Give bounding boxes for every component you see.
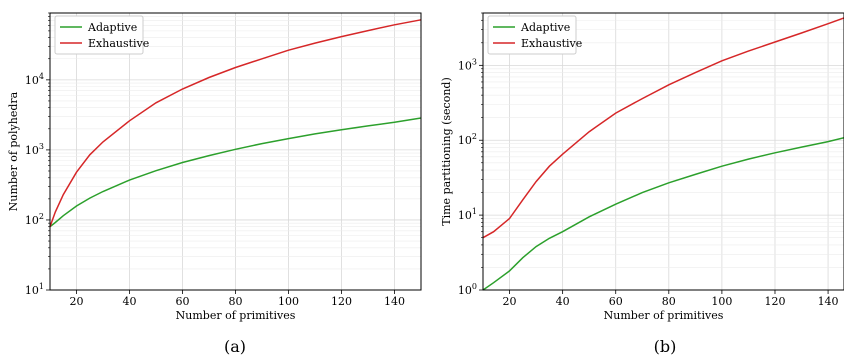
x-tick-label: 20 [70,295,84,308]
x-tick-label: 140 [818,295,839,308]
y-tick-label: 103 [458,57,477,72]
y-tick-label: 100 [458,282,477,297]
legend-label-exhaustive: Exhaustive [88,37,149,50]
x-axis-ticks: 20 40 60 80 100 120 140 [503,290,839,308]
x-tick-label: 140 [384,295,405,308]
x-axis-label: Number of primitives [176,309,296,322]
x-tick-label: 40 [556,295,570,308]
x-tick-label: 120 [331,295,352,308]
y-tick-label: 103 [25,142,44,157]
legend: Adaptive Exhaustive [55,16,149,54]
x-tick-label: 80 [662,295,676,308]
series-line-adaptive [483,138,844,290]
subfigure-caption-a: (a) [224,337,246,356]
x-tick-label: 40 [123,295,137,308]
legend-label-exhaustive: Exhaustive [521,37,582,50]
legend-label-adaptive: Adaptive [87,21,137,34]
y-axis-label: Time partitioning (second) [440,77,453,226]
y-tick-label: 101 [458,207,477,222]
x-tick-label: 100 [278,295,299,308]
plot-frame [483,13,844,290]
legend-label-adaptive: Adaptive [520,21,570,34]
y-axis-label: Number of polyhedra [7,91,20,211]
x-tick-label: 100 [711,295,732,308]
y-tick-label: 101 [25,282,44,297]
y-axis-ticks: 100 101 102 103 [458,13,483,297]
x-axis-ticks: 20 40 60 80 100 120 140 [70,290,406,308]
series-lines [483,18,844,290]
y-tick-label: 104 [25,72,44,87]
legend: Adaptive Exhaustive [488,16,582,54]
grid-lines [483,13,844,290]
x-tick-label: 60 [609,295,623,308]
x-axis-label: Number of primitives [604,309,724,322]
x-tick-label: 60 [176,295,190,308]
y-axis-ticks: 101 102 103 104 [25,13,50,297]
x-tick-label: 20 [503,295,517,308]
chart-panel-a: 20 40 60 80 100 120 140 101 102 103 104 Number of… [7,13,421,356]
x-tick-label: 120 [764,295,785,308]
x-tick-label: 80 [229,295,243,308]
chart-panel-b: 20 40 60 80 100 120 140 100 101 102 103 Number of… [440,13,844,356]
y-tick-label: 102 [458,132,477,147]
subfigure-caption-b: (b) [654,337,677,356]
y-tick-label: 102 [25,212,44,227]
grid-lines [50,13,421,290]
